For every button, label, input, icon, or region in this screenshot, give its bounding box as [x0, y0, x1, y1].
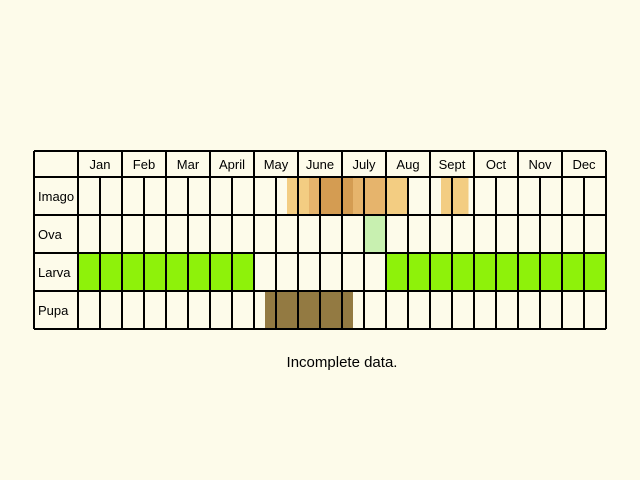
- segment-imago-4: [386, 177, 408, 215]
- segment-imago-2: [320, 177, 353, 215]
- month-label-feb: Feb: [133, 157, 155, 172]
- month-label-oct: Oct: [486, 157, 507, 172]
- month-label-july: July: [352, 157, 376, 172]
- stage-label-imago: Imago: [38, 189, 74, 204]
- month-label-june: June: [306, 157, 334, 172]
- segment-pupa-0: [265, 291, 353, 329]
- month-label-mar: Mar: [177, 157, 200, 172]
- month-label-sept: Sept: [439, 157, 466, 172]
- month-label-nov: Nov: [528, 157, 552, 172]
- segment-imago-5: [441, 177, 469, 215]
- month-label-jan: Jan: [90, 157, 111, 172]
- segment-imago-3: [353, 177, 386, 215]
- month-label-april: April: [219, 157, 245, 172]
- month-label-aug: Aug: [396, 157, 419, 172]
- segment-imago-1: [309, 177, 320, 215]
- chart-note: Incomplete data.: [286, 354, 398, 371]
- stage-label-pupa: Pupa: [38, 303, 69, 318]
- stage-label-larva: Larva: [38, 265, 71, 280]
- stage-label-ova: Ova: [38, 227, 63, 242]
- segment-ova-0: [364, 215, 386, 253]
- month-label-dec: Dec: [572, 157, 596, 172]
- month-label-may: May: [264, 157, 289, 172]
